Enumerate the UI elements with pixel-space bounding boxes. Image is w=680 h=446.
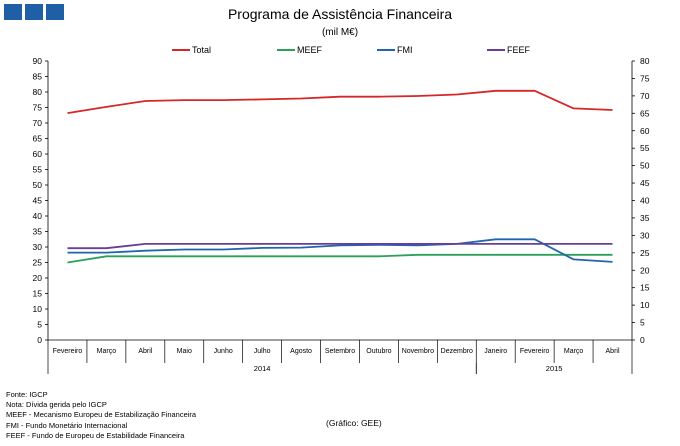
y2-tick-label: 10 bbox=[640, 300, 650, 310]
x-tick-label: Dezembro bbox=[441, 348, 473, 355]
year-label: 2014 bbox=[254, 364, 271, 373]
y-tick-label: 60 bbox=[33, 149, 43, 159]
y-tick-label: 25 bbox=[33, 258, 43, 268]
y2-tick-label: 60 bbox=[640, 126, 650, 136]
note-meef: MEEF - Mecanismo Europeu de Estabilizaçã… bbox=[6, 410, 197, 420]
legend-label-fmi: FMI bbox=[397, 45, 413, 55]
y2-tick-label: 45 bbox=[640, 178, 650, 188]
x-tick-label: Março bbox=[97, 348, 117, 355]
y-tick-label: 0 bbox=[37, 335, 42, 345]
legend-label-feef: FEEF bbox=[507, 45, 531, 55]
y2-tick-label: 20 bbox=[640, 265, 650, 275]
y2-tick-label: 15 bbox=[640, 283, 650, 293]
y2-tick-label: 0 bbox=[640, 335, 645, 345]
note-feef: FEEF - Fundo de Europeu de Estabilidade … bbox=[6, 430, 185, 440]
y-tick-label: 55 bbox=[33, 165, 43, 175]
chart-credit: (Gráfico: GEE) bbox=[326, 418, 382, 428]
y-tick-label: 40 bbox=[33, 211, 43, 221]
y2-tick-label: 55 bbox=[640, 143, 650, 153]
y-tick-label: 45 bbox=[33, 196, 43, 206]
line-chart: 0 5 10 15 20 25 30 35 40 45 50 55 60 65 70 75 80 85 90 0 5 10… bbox=[33, 45, 650, 374]
y2-tick-label: 80 bbox=[640, 56, 650, 66]
y2-tick-label: 70 bbox=[640, 91, 650, 101]
series-line-fmi bbox=[67, 238, 613, 263]
y-tick-label: 85 bbox=[33, 72, 43, 82]
note-source: Fonte: IGCP bbox=[6, 390, 48, 399]
x-tick-label: Fevereiro bbox=[53, 348, 83, 355]
x-tick-label: Junho bbox=[214, 348, 233, 355]
y-tick-label: 50 bbox=[33, 180, 43, 190]
note-debt: Nota: Dívida gerida pelo IGCP bbox=[6, 400, 107, 410]
y2-tick-label: 40 bbox=[640, 196, 650, 206]
x-tick-label: Outubro bbox=[366, 348, 391, 355]
y-tick-label: 5 bbox=[37, 320, 42, 330]
y2-tick-label: 5 bbox=[640, 318, 645, 328]
x-tick-label: Março bbox=[564, 348, 584, 355]
x-tick-label: Agosto bbox=[290, 348, 312, 355]
y2-tick-label: 50 bbox=[640, 161, 650, 171]
y2-tick-label: 30 bbox=[640, 230, 650, 240]
x-tick-label: Novembro bbox=[402, 348, 434, 355]
y2-tick-label: 25 bbox=[640, 248, 650, 258]
y-tick-label: 80 bbox=[33, 87, 43, 97]
x-tick-label: Maio bbox=[177, 348, 192, 355]
series-line-meef bbox=[67, 253, 613, 264]
year-label: 2015 bbox=[546, 364, 563, 373]
y-tick-label: 30 bbox=[33, 242, 43, 252]
y-tick-label: 15 bbox=[33, 289, 43, 299]
legend-label-total: Total bbox=[192, 45, 211, 55]
chart-title: Programa de Assistência Financeira bbox=[227, 6, 453, 22]
chart-unit: (mil M€) bbox=[321, 27, 359, 38]
x-tick-label: Julho bbox=[254, 348, 271, 355]
series-line-total bbox=[67, 89, 613, 114]
y2-tick-label: 65 bbox=[640, 108, 650, 118]
y-tick-label: 35 bbox=[33, 227, 43, 237]
x-tick-label: Janeiro bbox=[484, 348, 507, 355]
series-line-feef bbox=[67, 242, 613, 250]
y-tick-label: 20 bbox=[33, 273, 43, 283]
x-tick-label: Setembro bbox=[325, 348, 355, 355]
y-tick-label: 90 bbox=[33, 56, 43, 66]
logo bbox=[4, 4, 64, 20]
source-notes: Fonte: IGCP Nota: Dívida gerida pelo IGC… bbox=[6, 390, 196, 441]
y2-tick-label: 35 bbox=[640, 213, 650, 223]
y-tick-label: 70 bbox=[33, 118, 43, 128]
x-tick-label: Abril bbox=[138, 348, 152, 355]
x-tick-label: Fevereiro bbox=[520, 348, 550, 355]
y-tick-label: 65 bbox=[33, 134, 43, 144]
x-tick-label: Abril bbox=[606, 348, 620, 355]
y2-tick-label: 75 bbox=[640, 73, 650, 83]
y-tick-label: 75 bbox=[33, 103, 43, 113]
y-tick-label: 10 bbox=[33, 304, 43, 314]
legend-label-meef: MEEF bbox=[297, 45, 323, 55]
note-fmi: FMI - Fundo Monetário Internacional bbox=[6, 420, 128, 430]
